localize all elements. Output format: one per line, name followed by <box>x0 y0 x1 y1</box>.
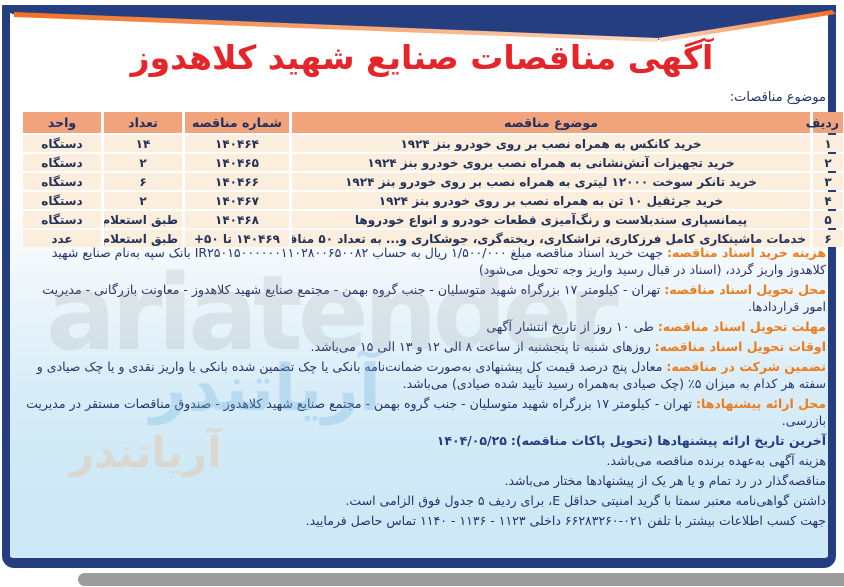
ad-body-text: هزینه خرید اسناد مناقصه: جهت خرید اسناد … <box>18 244 826 532</box>
cell-subject: خرید تانکر سوخت ۱۲۰۰۰ لیتری به همراه نصب… <box>292 173 810 190</box>
column-header-quantity: تعداد <box>104 112 182 133</box>
paragraph-text: جهت خرید اسناد مناقصه مبلغ ۱/۵۰۰/۰۰۰ ریا… <box>51 245 826 277</box>
column-header-subject: موضوع مناقصه <box>292 112 810 133</box>
cell-row-number: ۶ <box>813 230 843 247</box>
footer-line: جهت کسب اطلاعات بیشتر با تلفن ۰۲۱-۶۶۲۸۳۲… <box>305 513 826 528</box>
paragraph-text: روزهای شنبه تا پنجشنبه از ساعت ۸ الی ۱۲ … <box>310 339 651 354</box>
paragraph-label: محل تحویل اسناد مناقصه: <box>664 282 826 297</box>
cell-tender-number: ۱۴۰۴۶۸ <box>185 211 289 228</box>
column-header-unit: واحد <box>23 112 101 133</box>
paragraph-label: مهلت تحویل اسناد مناقصه: <box>657 319 826 334</box>
ad-title: آگهی مناقصات صنایع شهید کلاهدوز <box>130 38 715 77</box>
cell-row-number: ۴ <box>813 192 843 209</box>
paragraph-label: محل ارائه پیشنهادها: <box>696 396 826 411</box>
paragraph-label: اوقات تحویل اسناد مناقصه: <box>654 339 826 354</box>
table-row: ۱ خرید کانکس به همراه نصب بر روی خودرو ب… <box>23 135 843 152</box>
cell-row-number: ۵ <box>813 211 843 228</box>
cell-tender-number: ۱۴۰۴۶۵ <box>185 154 289 171</box>
cell-tender-number: ۱۴۰۴۶۹ تا ۵۰+ <box>185 230 289 247</box>
footer-line: هزینه آگهی به‌عهده برنده مناقصه می‌باشد. <box>606 453 826 468</box>
deadline-label: آخرین تاریخ ارائه پیشنهادها (تحویل پاکات… <box>510 433 826 448</box>
subject-heading: موضوع مناقصات: <box>729 90 826 105</box>
table-header-row: ردیف موضوع مناقصه شماره مناقصه تعداد واح… <box>23 112 843 133</box>
cell-unit: دستگاه <box>23 135 101 152</box>
column-header-row-number: ردیف <box>806 112 843 133</box>
paragraph: محل ارائه پیشنهادها: تهران - کیلومتر ۱۷ … <box>18 395 826 429</box>
cell-quantity: طبق استعلام <box>104 230 182 247</box>
table-row: ۵ پیمانسپاری سندبلاست و رنگ‌آمیزی قطعات … <box>23 211 843 228</box>
header-band <box>2 5 836 42</box>
cell-quantity: طبق استعلام <box>104 211 182 228</box>
table-row: ۲ خرید تجهیزات آتش‌نشانی به همراه نصب بر… <box>23 154 843 171</box>
cell-row-number: ۲ <box>813 154 843 171</box>
cell-subject: خدمات ماشینکاری کامل فرزکاری، تراشکاری، … <box>292 230 810 247</box>
table-row: ۳ خرید تانکر سوخت ۱۲۰۰۰ لیتری به همراه ن… <box>23 173 843 190</box>
orange-swoosh-left <box>14 12 658 42</box>
cell-row-number: ۱ <box>813 135 843 152</box>
table-row: ۶ خدمات ماشینکاری کامل فرزکاری، تراشکاری… <box>23 230 843 247</box>
cell-subject: خرید جرثقیل ۱۰ تن به همراه نصب بر روی خو… <box>292 192 810 209</box>
paragraph: تضمین شرکت در مناقصه: معادل پنج درصد قیم… <box>18 358 826 392</box>
paragraph-label: تضمین شرکت در مناقصه: <box>666 359 826 374</box>
cell-quantity: ۱۴ <box>104 135 182 152</box>
cell-subject: پیمانسپاری سندبلاست و رنگ‌آمیزی قطعات خو… <box>292 211 810 228</box>
paragraph-text: تهران - کیلومتر ۱۷ بزرگراه شهید متوسلیان… <box>26 396 826 428</box>
navy-band-shape <box>2 5 836 40</box>
paragraph-text: معادل پنج درصد قیمت کل پیشنهادی به‌صورت … <box>36 359 826 391</box>
orange-swoosh-right <box>658 10 836 42</box>
footer-line: داشتن گواهی‌نامه معتبر سمتا با گرید امنی… <box>345 493 826 508</box>
cell-unit: عدد <box>23 230 101 247</box>
cell-unit: دستگاه <box>23 154 101 171</box>
cell-quantity: ۲ <box>104 154 182 171</box>
tender-table: ردیف موضوع مناقصه شماره مناقصه تعداد واح… <box>20 110 844 249</box>
cell-unit: دستگاه <box>23 211 101 228</box>
paragraph: اوقات تحویل اسناد مناقصه: روزهای شنبه تا… <box>18 338 826 355</box>
cell-subject: خرید تجهیزات آتش‌نشانی به همراه نصب بروی… <box>292 154 810 171</box>
footer-line: مناقصه‌گذار در رد تمام و یا هر یک از پیش… <box>504 473 826 488</box>
column-header-tender-number: شماره مناقصه <box>185 112 289 133</box>
paragraph-label: هزینه خرید اسناد مناقصه: <box>667 245 826 260</box>
cell-row-number: ۳ <box>813 173 843 190</box>
paragraph-deadline: آخرین تاریخ ارائه پیشنهادها (تحویل پاکات… <box>18 432 826 449</box>
paragraph: محل تحویل اسناد مناقصه: تهران - کیلومتر … <box>18 281 826 315</box>
paragraph: هزینه خرید اسناد مناقصه: جهت خرید اسناد … <box>18 244 826 278</box>
cell-quantity: ۶ <box>104 173 182 190</box>
table-row: ۴ خرید جرثقیل ۱۰ تن به همراه نصب بر روی … <box>23 192 843 209</box>
paragraph: مهلت تحویل اسناد مناقصه: طی ۱۰ روز از تا… <box>18 318 826 335</box>
deadline-date: ۱۴۰۴/۰۵/۲۵ <box>436 433 507 448</box>
bottom-gray-bar <box>78 573 844 586</box>
paragraph-text: تهران - کیلومتر ۱۷ بزرگراه شهید متوسلیان… <box>42 282 826 314</box>
paragraph-text: طی ۱۰ روز از تاریخ انتشار آگهی <box>486 319 654 334</box>
cell-unit: دستگاه <box>23 173 101 190</box>
cell-subject: خرید کانکس به همراه نصب بر روی خودرو بنز… <box>292 135 810 152</box>
cell-tender-number: ۱۴۰۴۶۴ <box>185 135 289 152</box>
cell-tender-number: ۱۴۰۴۶۶ <box>185 173 289 190</box>
cell-quantity: ۲ <box>104 192 182 209</box>
cell-unit: دستگاه <box>23 192 101 209</box>
cell-tender-number: ۱۴۰۴۶۷ <box>185 192 289 209</box>
